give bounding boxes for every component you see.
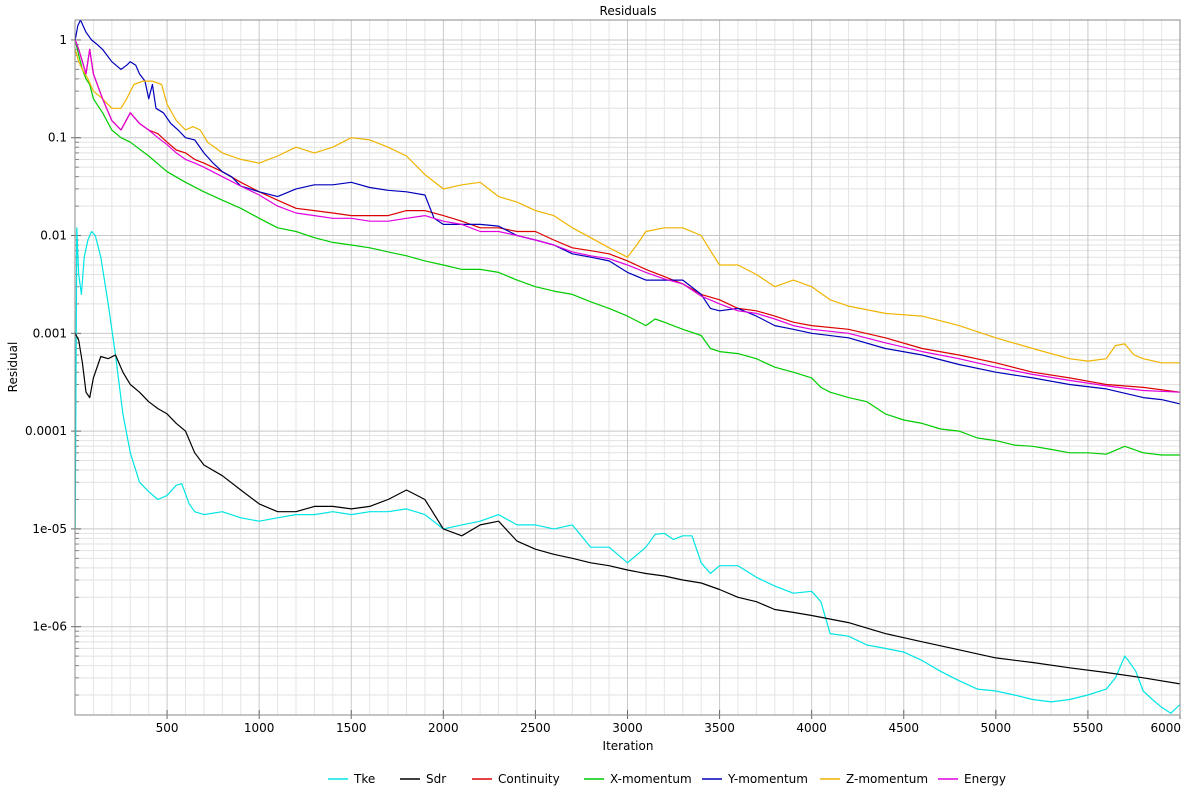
legend-label-sdr: Sdr [426, 772, 446, 786]
x-tick-label: 4000 [796, 721, 827, 735]
legend: Tke Sdr Continuity X-momentum Y-momentum Z-mo… [328, 772, 1006, 786]
y-tick-label: 1e-05 [32, 522, 67, 536]
axis-layer [74, 19, 1181, 716]
legend-label-tke: Tke [353, 772, 375, 786]
series-line-z-momentum [74, 49, 1180, 364]
legend-label-z-momentum: Z-momentum [846, 772, 928, 786]
tick-label-layer: 1 0.1 0.01 0.001 0.0001 1e-05 1e-06 500 1000 1500… [25, 33, 1181, 735]
x-tick-label: 5000 [981, 721, 1012, 735]
x-tick-label: 6000 [1150, 721, 1181, 735]
grid-layer [71, 20, 1181, 719]
legend-label-x-momentum: X-momentum [610, 772, 692, 786]
legend-label-y-momentum: Y-momentum [727, 772, 808, 786]
y-axis-label: Residual [6, 342, 20, 393]
y-tick-label: 0.001 [33, 326, 67, 340]
x-tick-label: 3500 [704, 721, 735, 735]
y-tick-label: 1 [59, 33, 67, 47]
x-tick-label: 1500 [336, 721, 367, 735]
series-line-x-momentum [74, 39, 1180, 456]
x-tick-label: 500 [156, 721, 179, 735]
series-line-y-momentum [74, 19, 1181, 405]
legend-label-energy: Energy [964, 772, 1006, 786]
x-tick-label: 2500 [520, 721, 551, 735]
x-tick-label: 3000 [612, 721, 643, 735]
chart-title: Residuals [600, 4, 657, 18]
series-line-energy [74, 39, 1181, 393]
x-tick-label: 5500 [1073, 721, 1104, 735]
x-tick-label: 1000 [244, 721, 275, 735]
series-layer [74, 19, 1181, 714]
x-tick-label: 4500 [888, 721, 919, 735]
y-tick-label: 0.1 [48, 131, 67, 145]
y-tick-label: 1e-06 [32, 620, 67, 634]
series-line-tke [74, 227, 1181, 714]
plot-frame [74, 19, 1181, 716]
x-axis-label: Iteration [603, 739, 654, 753]
legend-label-continuity: Continuity [498, 772, 560, 786]
x-tick-label: 2000 [428, 721, 459, 735]
y-tick-label: 0.0001 [25, 424, 67, 438]
series-line-sdr [74, 333, 1181, 685]
y-tick-label: 0.01 [40, 229, 67, 243]
